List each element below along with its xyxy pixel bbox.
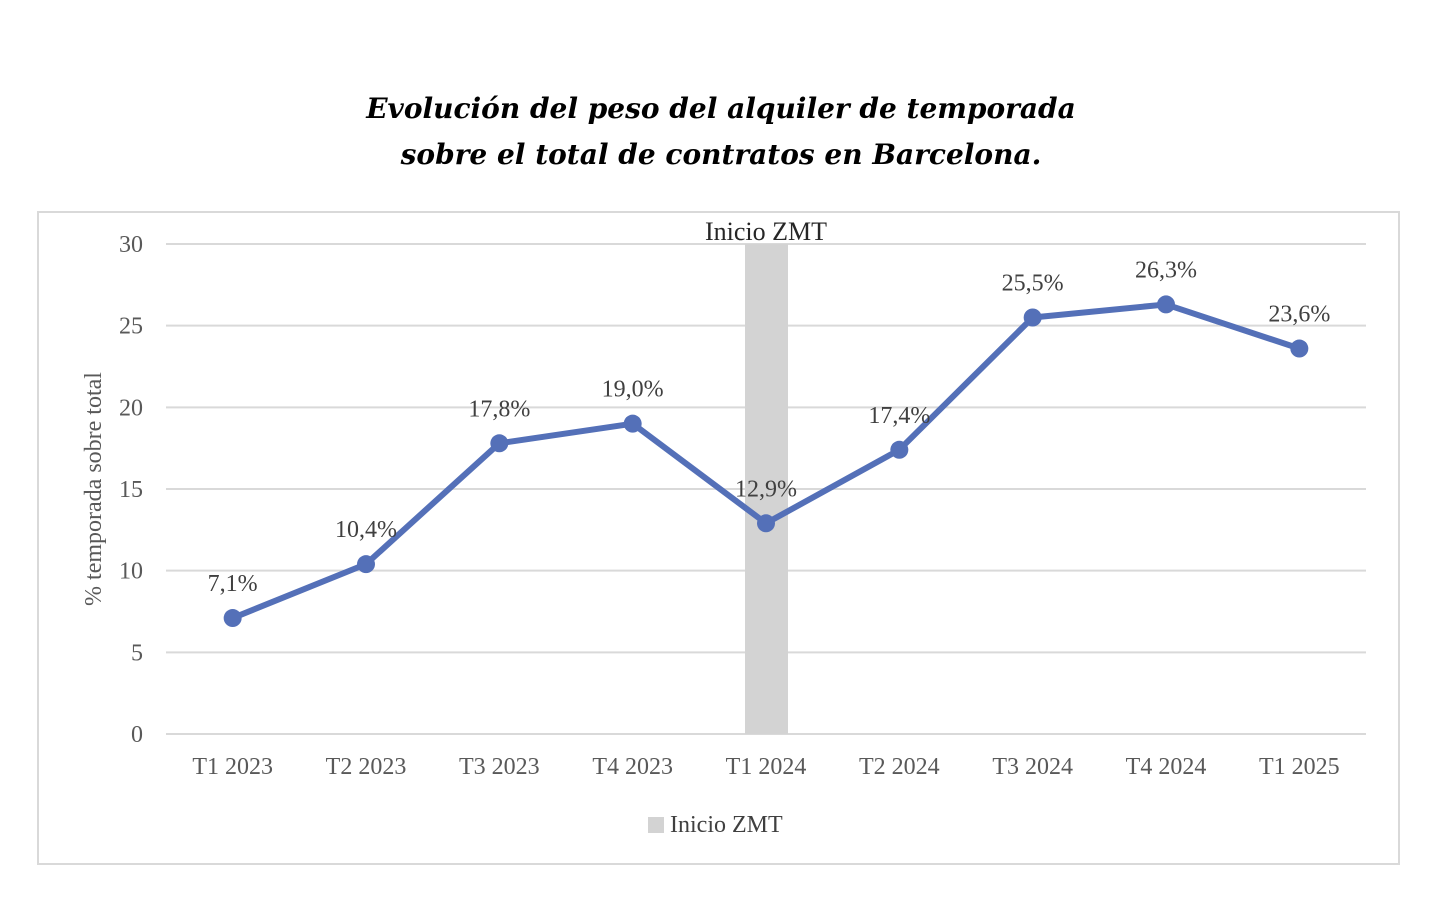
x-tick-label-7: T3 2024 xyxy=(992,754,1073,780)
data-label-6: 17,4% xyxy=(868,403,930,429)
chart-title-line-2: sobre el total de contratos en Barcelona… xyxy=(400,138,1042,171)
data-label-1: 7,1% xyxy=(208,571,258,597)
chart-title: Evolución del peso del alquiler de tempo… xyxy=(0,86,1442,178)
data-point-7 xyxy=(1023,308,1042,327)
data-label-9: 23,6% xyxy=(1268,302,1330,328)
y-tick-label-15: 15 xyxy=(119,477,143,503)
x-tick-label-3: T3 2023 xyxy=(459,754,540,780)
x-tick-label-1: T1 2023 xyxy=(192,754,273,780)
y-tick-label-5: 5 xyxy=(131,640,143,666)
data-label-8: 26,3% xyxy=(1135,257,1197,283)
legend: Inicio ZMT xyxy=(648,810,783,840)
y-tick-label-0: 0 xyxy=(131,722,143,748)
data-point-2 xyxy=(357,555,375,574)
data-point-4 xyxy=(623,414,642,433)
data-point-8 xyxy=(1157,295,1175,314)
legend-label-inicio-zmt: Inicio ZMT xyxy=(670,811,783,838)
x-tick-label-4: T4 2023 xyxy=(592,754,673,780)
data-point-9 xyxy=(1290,339,1309,358)
x-tick-label-8: T4 2024 xyxy=(1126,754,1207,780)
data-label-5: 12,9% xyxy=(735,476,797,502)
x-tick-label-5: T1 2024 xyxy=(726,754,807,780)
y-tick-label-20: 20 xyxy=(119,395,143,421)
data-point-3 xyxy=(490,434,509,453)
data-point-5 xyxy=(757,514,775,533)
data-label-3: 17,8% xyxy=(468,396,530,422)
chart-frame xyxy=(37,211,1400,865)
data-label-2: 10,4% xyxy=(335,517,397,543)
data-label-7: 25,5% xyxy=(1002,271,1064,297)
band-inicio-zmt xyxy=(745,244,788,734)
x-tick-label-9: T1 2025 xyxy=(1259,754,1340,780)
band-label-inicio-zmt: Inicio ZMT xyxy=(705,217,827,246)
x-tick-label-2: T2 2023 xyxy=(326,754,407,780)
data-point-6 xyxy=(890,440,909,459)
y-tick-label-30: 30 xyxy=(119,232,143,258)
data-label-4: 19,0% xyxy=(602,377,664,403)
y-tick-label-10: 10 xyxy=(119,559,143,585)
y-tick-label-25: 25 xyxy=(119,314,143,340)
data-point-1 xyxy=(223,609,242,628)
legend-swatch-inicio-zmt xyxy=(648,817,664,833)
x-tick-label-6: T2 2024 xyxy=(859,754,940,780)
chart-title-line-1: Evolución del peso del alquiler de tempo… xyxy=(366,92,1076,125)
y-axis-label: % temporada sobre total xyxy=(81,372,107,606)
